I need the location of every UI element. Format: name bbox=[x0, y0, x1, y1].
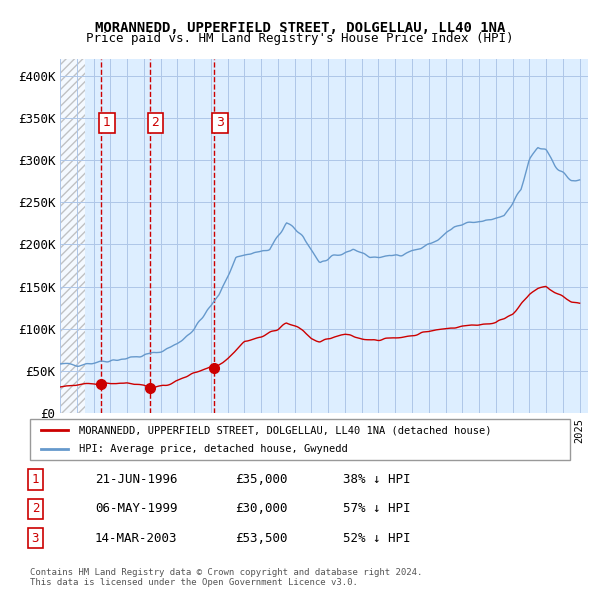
Text: 06-MAY-1999: 06-MAY-1999 bbox=[95, 502, 178, 516]
Text: 2: 2 bbox=[32, 502, 39, 516]
FancyBboxPatch shape bbox=[30, 419, 570, 460]
Text: £30,000: £30,000 bbox=[235, 502, 288, 516]
Text: 38% ↓ HPI: 38% ↓ HPI bbox=[343, 473, 410, 486]
Text: 2: 2 bbox=[151, 116, 159, 129]
Text: 52% ↓ HPI: 52% ↓ HPI bbox=[343, 532, 410, 545]
Text: 57% ↓ HPI: 57% ↓ HPI bbox=[343, 502, 410, 516]
Text: MORANNEDD, UPPERFIELD STREET, DOLGELLAU, LL40 1NA (detached house): MORANNEDD, UPPERFIELD STREET, DOLGELLAU,… bbox=[79, 425, 491, 435]
Text: 14-MAR-2003: 14-MAR-2003 bbox=[95, 532, 178, 545]
Text: £53,500: £53,500 bbox=[235, 532, 288, 545]
Text: £35,000: £35,000 bbox=[235, 473, 288, 486]
Text: 1: 1 bbox=[103, 116, 111, 129]
Text: HPI: Average price, detached house, Gwynedd: HPI: Average price, detached house, Gwyn… bbox=[79, 444, 347, 454]
Text: 3: 3 bbox=[32, 532, 39, 545]
Text: Contains HM Land Registry data © Crown copyright and database right 2024.
This d: Contains HM Land Registry data © Crown c… bbox=[30, 568, 422, 587]
Text: 3: 3 bbox=[216, 116, 224, 129]
Text: 1: 1 bbox=[32, 473, 39, 486]
Text: MORANNEDD, UPPERFIELD STREET, DOLGELLAU, LL40 1NA: MORANNEDD, UPPERFIELD STREET, DOLGELLAU,… bbox=[95, 21, 505, 35]
Text: 21-JUN-1996: 21-JUN-1996 bbox=[95, 473, 178, 486]
Text: Price paid vs. HM Land Registry's House Price Index (HPI): Price paid vs. HM Land Registry's House … bbox=[86, 32, 514, 45]
